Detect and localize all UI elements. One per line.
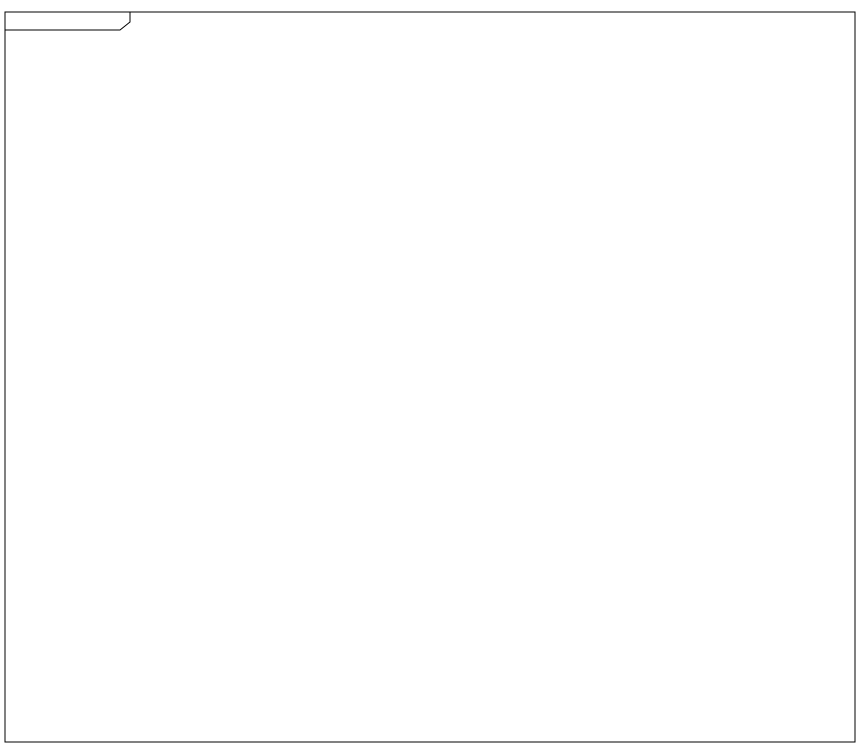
frame — [5, 12, 855, 742]
frame-tab — [5, 12, 130, 30]
uml-diagram — [0, 0, 860, 747]
